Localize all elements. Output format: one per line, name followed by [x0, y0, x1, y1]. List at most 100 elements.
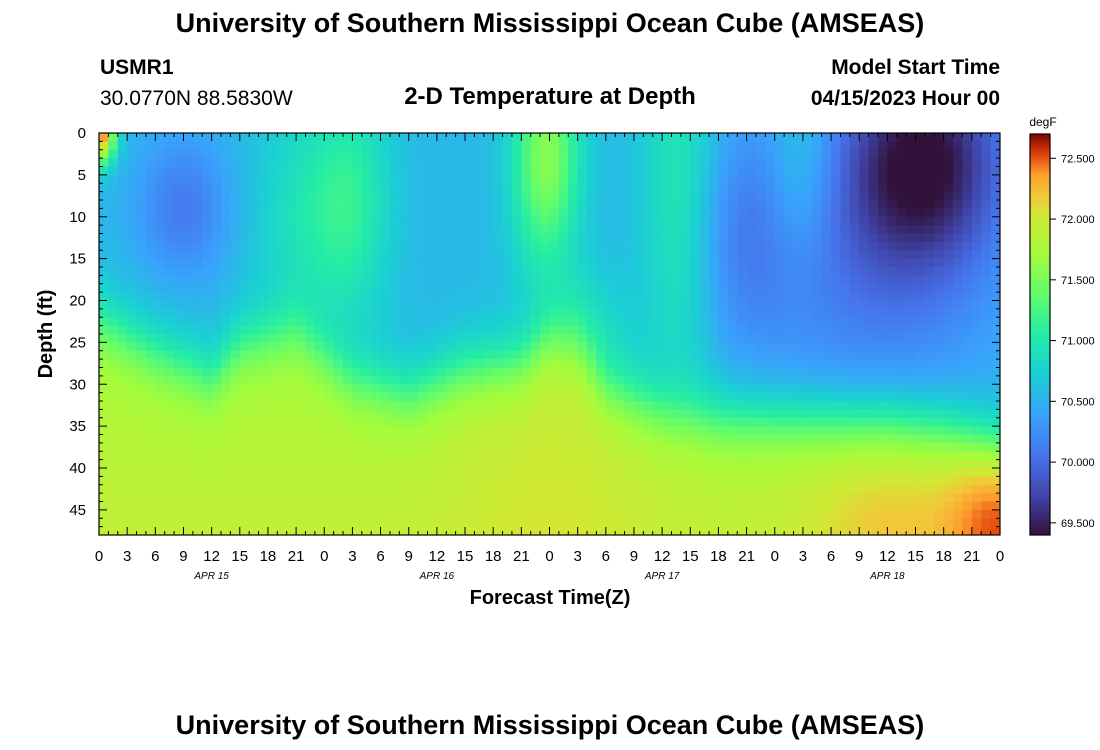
heatmap-cell	[624, 426, 635, 436]
heatmap-cell	[202, 283, 213, 293]
heatmap-cell	[596, 158, 607, 168]
heatmap-cell	[380, 417, 391, 427]
heatmap-cell	[511, 493, 522, 503]
heatmap-cell	[483, 158, 494, 168]
heatmap-cell	[117, 459, 128, 469]
heatmap-cell	[784, 258, 795, 268]
heatmap-cell	[596, 426, 607, 436]
heatmap-cell	[249, 451, 260, 461]
heatmap-cell	[549, 384, 560, 394]
heatmap-cell	[99, 375, 109, 385]
heatmap-cell	[436, 367, 447, 377]
heatmap-cell	[465, 392, 476, 402]
heatmap-cell	[521, 300, 532, 310]
heatmap-cell	[108, 200, 119, 209]
heatmap-cell	[192, 216, 203, 226]
heatmap-cell	[511, 459, 522, 469]
heatmap-cell	[521, 493, 532, 503]
heatmap-cell	[286, 392, 297, 402]
heatmap-cell	[202, 275, 213, 285]
heatmap-cell	[465, 267, 476, 276]
heatmap-cell	[774, 526, 785, 535]
heatmap-cell	[117, 208, 128, 218]
heatmap-cell	[192, 334, 203, 343]
heatmap-cell	[436, 375, 447, 385]
heatmap-cell	[662, 459, 673, 469]
heatmap-cell	[784, 200, 795, 209]
heatmap-cell	[831, 459, 842, 469]
heatmap-cell	[906, 216, 917, 226]
heatmap-cell	[549, 149, 560, 159]
x-tick-label: 9	[630, 548, 638, 565]
heatmap-cell	[990, 451, 1000, 461]
heatmap-cell	[108, 149, 119, 159]
heatmap-cell	[793, 375, 804, 385]
heatmap-cell	[108, 300, 119, 310]
heatmap-cell	[455, 292, 466, 302]
heatmap-cell	[943, 158, 954, 168]
heatmap-cell	[755, 334, 766, 343]
heatmap-cell	[943, 451, 954, 461]
heatmap-cell	[831, 216, 842, 226]
heatmap-cell	[136, 275, 147, 285]
heatmap-cell	[258, 509, 269, 519]
heatmap-cell	[596, 526, 607, 535]
heatmap-cell	[971, 468, 982, 477]
heatmap-cell	[221, 526, 231, 535]
heatmap-cell	[192, 426, 203, 436]
heatmap-cell	[549, 451, 560, 461]
heatmap-cell	[793, 409, 804, 419]
heatmap-cell	[652, 292, 663, 302]
heatmap-cell	[239, 292, 250, 302]
heatmap-cell	[99, 526, 109, 535]
heatmap-cell	[502, 350, 513, 360]
heatmap-cell	[765, 359, 776, 369]
heatmap-cell	[840, 493, 851, 503]
heatmap-cell	[286, 191, 297, 201]
heatmap-cell	[971, 149, 982, 159]
heatmap-cell	[671, 191, 682, 201]
heatmap-cell	[633, 267, 644, 276]
heatmap-cell	[981, 359, 992, 369]
heatmap-cell	[990, 392, 1000, 402]
heatmap-cell	[333, 417, 344, 427]
heatmap-cell	[943, 484, 954, 494]
heatmap-cell	[286, 325, 297, 335]
heatmap-cell	[671, 476, 682, 486]
heatmap-cell	[746, 183, 757, 193]
heatmap-cell	[192, 392, 203, 402]
heatmap-cell	[718, 476, 729, 486]
heatmap-cell	[202, 384, 213, 394]
heatmap-cell	[99, 174, 109, 184]
heatmap-cell	[784, 149, 795, 159]
heatmap-cell	[521, 225, 532, 235]
heatmap-cell	[971, 367, 982, 377]
heatmap-cell	[174, 133, 185, 142]
heatmap-cell	[136, 350, 147, 360]
heatmap-cell	[399, 183, 410, 193]
heatmap-cell	[596, 283, 607, 293]
heatmap-cell	[343, 426, 354, 436]
heatmap-cell	[971, 317, 982, 327]
heatmap-cell	[164, 350, 175, 360]
heatmap-cell	[624, 183, 635, 193]
heatmap-cell	[352, 501, 363, 511]
heatmap-cell	[934, 141, 945, 151]
heatmap-cell	[774, 258, 785, 268]
heatmap-cell	[577, 417, 588, 427]
heatmap-cell	[192, 342, 203, 352]
heatmap-cell	[765, 283, 776, 293]
heatmap-cell	[314, 401, 325, 410]
heatmap-cell	[511, 250, 522, 260]
heatmap-cell	[652, 200, 663, 209]
heatmap-cell	[746, 233, 757, 243]
heatmap-cell	[145, 258, 156, 268]
heatmap-cell	[324, 317, 335, 327]
heatmap-cell	[596, 233, 607, 243]
heatmap-cell	[633, 158, 644, 168]
heatmap-cell	[164, 308, 175, 318]
heatmap-cell	[671, 166, 682, 176]
heatmap-cell	[699, 141, 710, 151]
heatmap-cell	[296, 166, 307, 176]
heatmap-cell	[587, 342, 598, 352]
